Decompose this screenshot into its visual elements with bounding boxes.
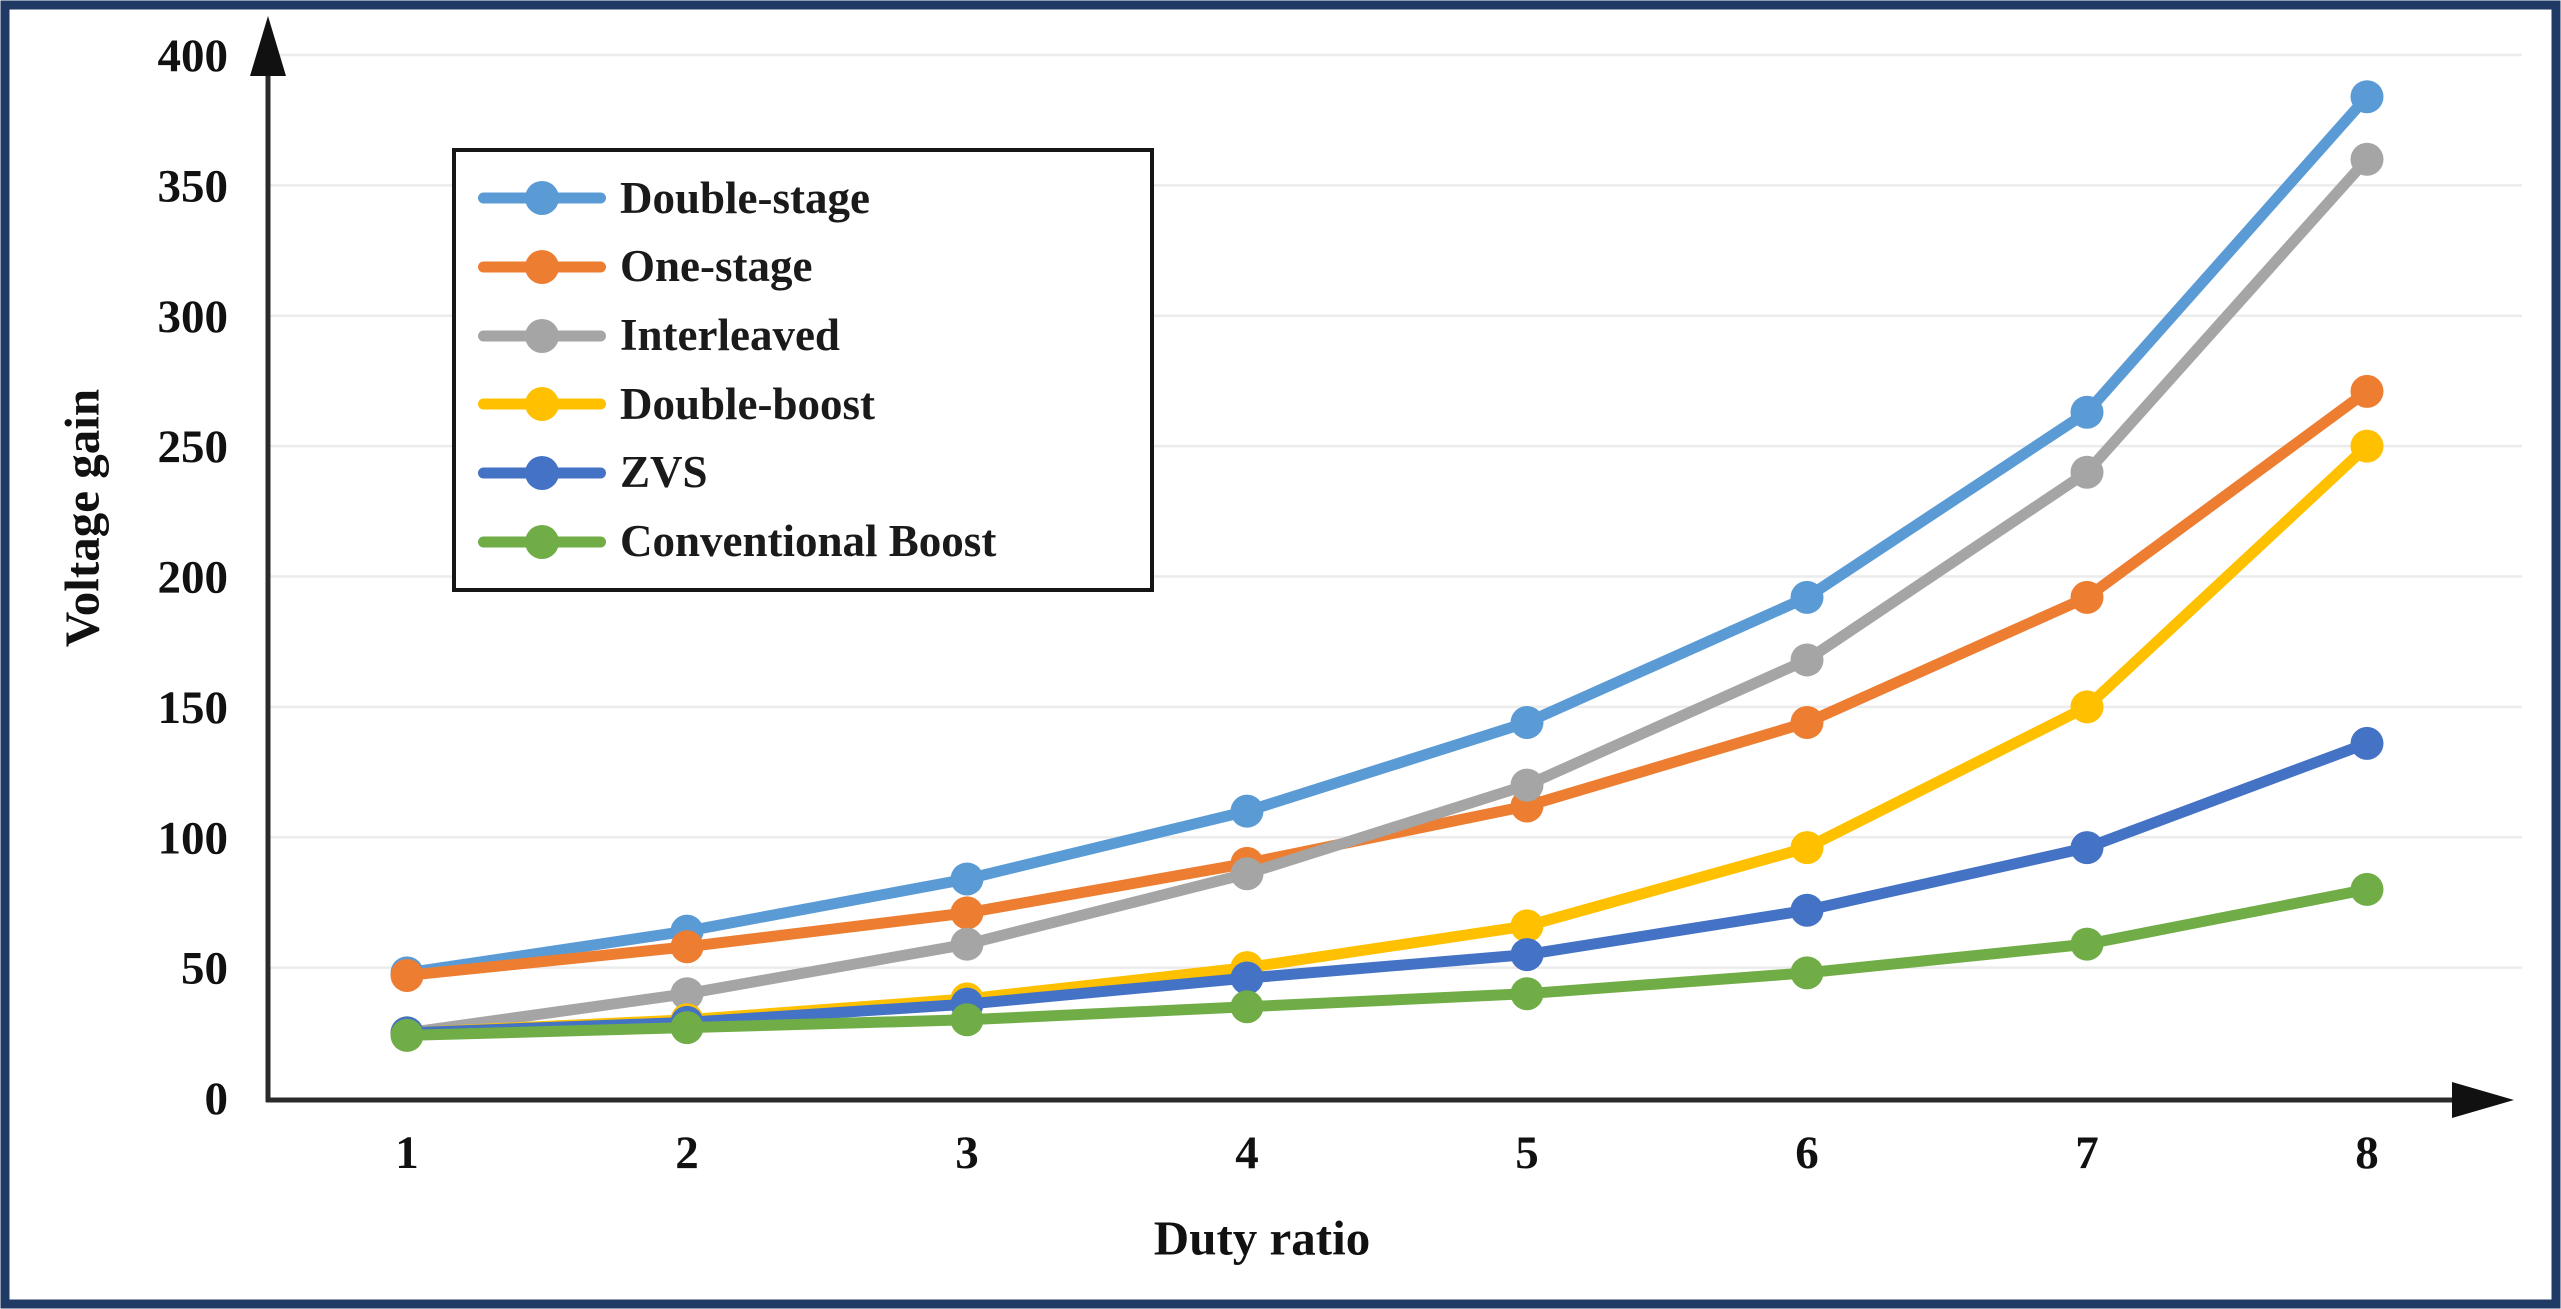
data-point-interleaved-x4 xyxy=(1230,857,1264,891)
y-tick-labels: 0 50 100 150 200 250 300 350 400 xyxy=(158,30,229,1125)
legend-line-marker-icon xyxy=(478,386,606,422)
series-conventional-boost xyxy=(390,872,2384,1052)
series-interleaved xyxy=(390,142,2384,1050)
legend-label: Double-boost xyxy=(620,378,876,429)
y-axis-title: Voltage gain xyxy=(54,388,110,648)
data-point-double-boost-x7 xyxy=(2070,690,2104,724)
x-tick-label: 7 xyxy=(2075,1127,2099,1179)
x-tick-label: 3 xyxy=(955,1127,979,1179)
y-tick-label: 350 xyxy=(158,160,229,212)
data-point-one-stage-x2 xyxy=(670,930,704,964)
data-point-double-stage-x3 xyxy=(950,862,984,896)
data-point-double-boost-x8 xyxy=(2350,429,2384,463)
data-point-interleaved-x7 xyxy=(2070,455,2104,489)
x-tick-label: 6 xyxy=(1795,1127,1819,1179)
x-tick-label: 1 xyxy=(395,1127,419,1179)
legend-label: ZVS xyxy=(620,447,708,498)
data-point-conventional-boost-x5 xyxy=(1510,977,1544,1011)
data-point-conventional-boost-x4 xyxy=(1230,990,1264,1024)
data-point-double-stage-x7 xyxy=(2070,395,2104,429)
legend-line-marker-icon xyxy=(478,455,606,491)
y-tick-label: 250 xyxy=(158,421,229,473)
data-point-zvs-x8 xyxy=(2350,726,2384,760)
x-tick-label: 8 xyxy=(2355,1127,2379,1179)
data-point-zvs-x4 xyxy=(1230,961,1264,995)
data-point-one-stage-x7 xyxy=(2070,580,2104,614)
data-point-double-stage-x8 xyxy=(2350,80,2384,114)
data-point-conventional-boost-x3 xyxy=(950,1003,984,1037)
legend-label: Conventional Boost xyxy=(620,516,997,567)
x-axis-arrow-icon xyxy=(2452,1082,2514,1118)
data-point-interleaved-x5 xyxy=(1510,768,1544,802)
legend-item-double-boost: Double-boost xyxy=(478,378,1140,429)
data-point-double-stage-x6 xyxy=(1790,580,1824,614)
x-tick-label: 4 xyxy=(1235,1127,1259,1179)
data-point-one-stage-x1 xyxy=(390,958,424,992)
y-tick-label: 400 xyxy=(158,30,229,82)
legend-item-zvs: ZVS xyxy=(478,450,1140,495)
data-point-interleaved-x2 xyxy=(670,977,704,1011)
legend-item-conventional-boost: Conventional Boost xyxy=(478,519,1140,564)
data-point-zvs-x5 xyxy=(1510,938,1544,972)
data-point-double-stage-x5 xyxy=(1510,706,1544,740)
data-point-double-boost-x5 xyxy=(1510,909,1544,943)
x-tick-label: 2 xyxy=(675,1127,699,1179)
data-point-conventional-boost-x2 xyxy=(670,1011,704,1045)
x-tick-labels: 1 2 3 4 5 6 7 8 xyxy=(395,1127,2379,1179)
x-tick-label: 5 xyxy=(1515,1127,1539,1179)
data-point-one-stage-x6 xyxy=(1790,706,1824,740)
legend-item-one-stage: One-stage xyxy=(478,244,1140,289)
legend-line-marker-icon xyxy=(478,524,606,560)
y-axis-arrow-icon xyxy=(250,16,286,76)
data-point-conventional-boost-x7 xyxy=(2070,927,2104,961)
legend-box: Double-stage One-stage Interleaved Double-b… xyxy=(452,148,1154,592)
y-tick-label: 200 xyxy=(158,552,229,604)
data-point-zvs-x7 xyxy=(2070,831,2104,865)
legend-label: One-stage xyxy=(620,241,813,292)
legend-item-interleaved: Interleaved xyxy=(478,313,1140,358)
data-point-double-stage-x4 xyxy=(1230,794,1264,828)
data-point-interleaved-x8 xyxy=(2350,142,2384,176)
data-point-double-boost-x6 xyxy=(1790,831,1824,865)
data-point-zvs-x6 xyxy=(1790,893,1824,927)
legend-line-marker-icon xyxy=(478,249,606,285)
data-point-one-stage-x8 xyxy=(2350,374,2384,408)
legend-line-marker-icon xyxy=(478,318,606,354)
data-point-interleaved-x3 xyxy=(950,927,984,961)
data-point-conventional-boost-x8 xyxy=(2350,872,2384,906)
y-tick-label: 50 xyxy=(181,943,228,995)
data-point-conventional-boost-x1 xyxy=(390,1018,424,1052)
data-point-one-stage-x3 xyxy=(950,896,984,930)
legend-label: Double-stage xyxy=(620,172,870,223)
data-point-conventional-boost-x6 xyxy=(1790,956,1824,990)
data-point-interleaved-x6 xyxy=(1790,643,1824,677)
legend-label: Interleaved xyxy=(620,310,840,361)
axes xyxy=(250,16,2514,1118)
y-tick-label: 150 xyxy=(158,682,229,734)
y-tick-label: 100 xyxy=(158,812,229,864)
y-tick-label: 0 xyxy=(205,1073,229,1125)
legend-line-marker-icon xyxy=(478,180,606,216)
legend-item-double-stage: Double-stage xyxy=(478,172,1140,223)
x-axis-title: Duty ratio xyxy=(1153,1210,1371,1266)
y-tick-label: 300 xyxy=(158,291,229,343)
